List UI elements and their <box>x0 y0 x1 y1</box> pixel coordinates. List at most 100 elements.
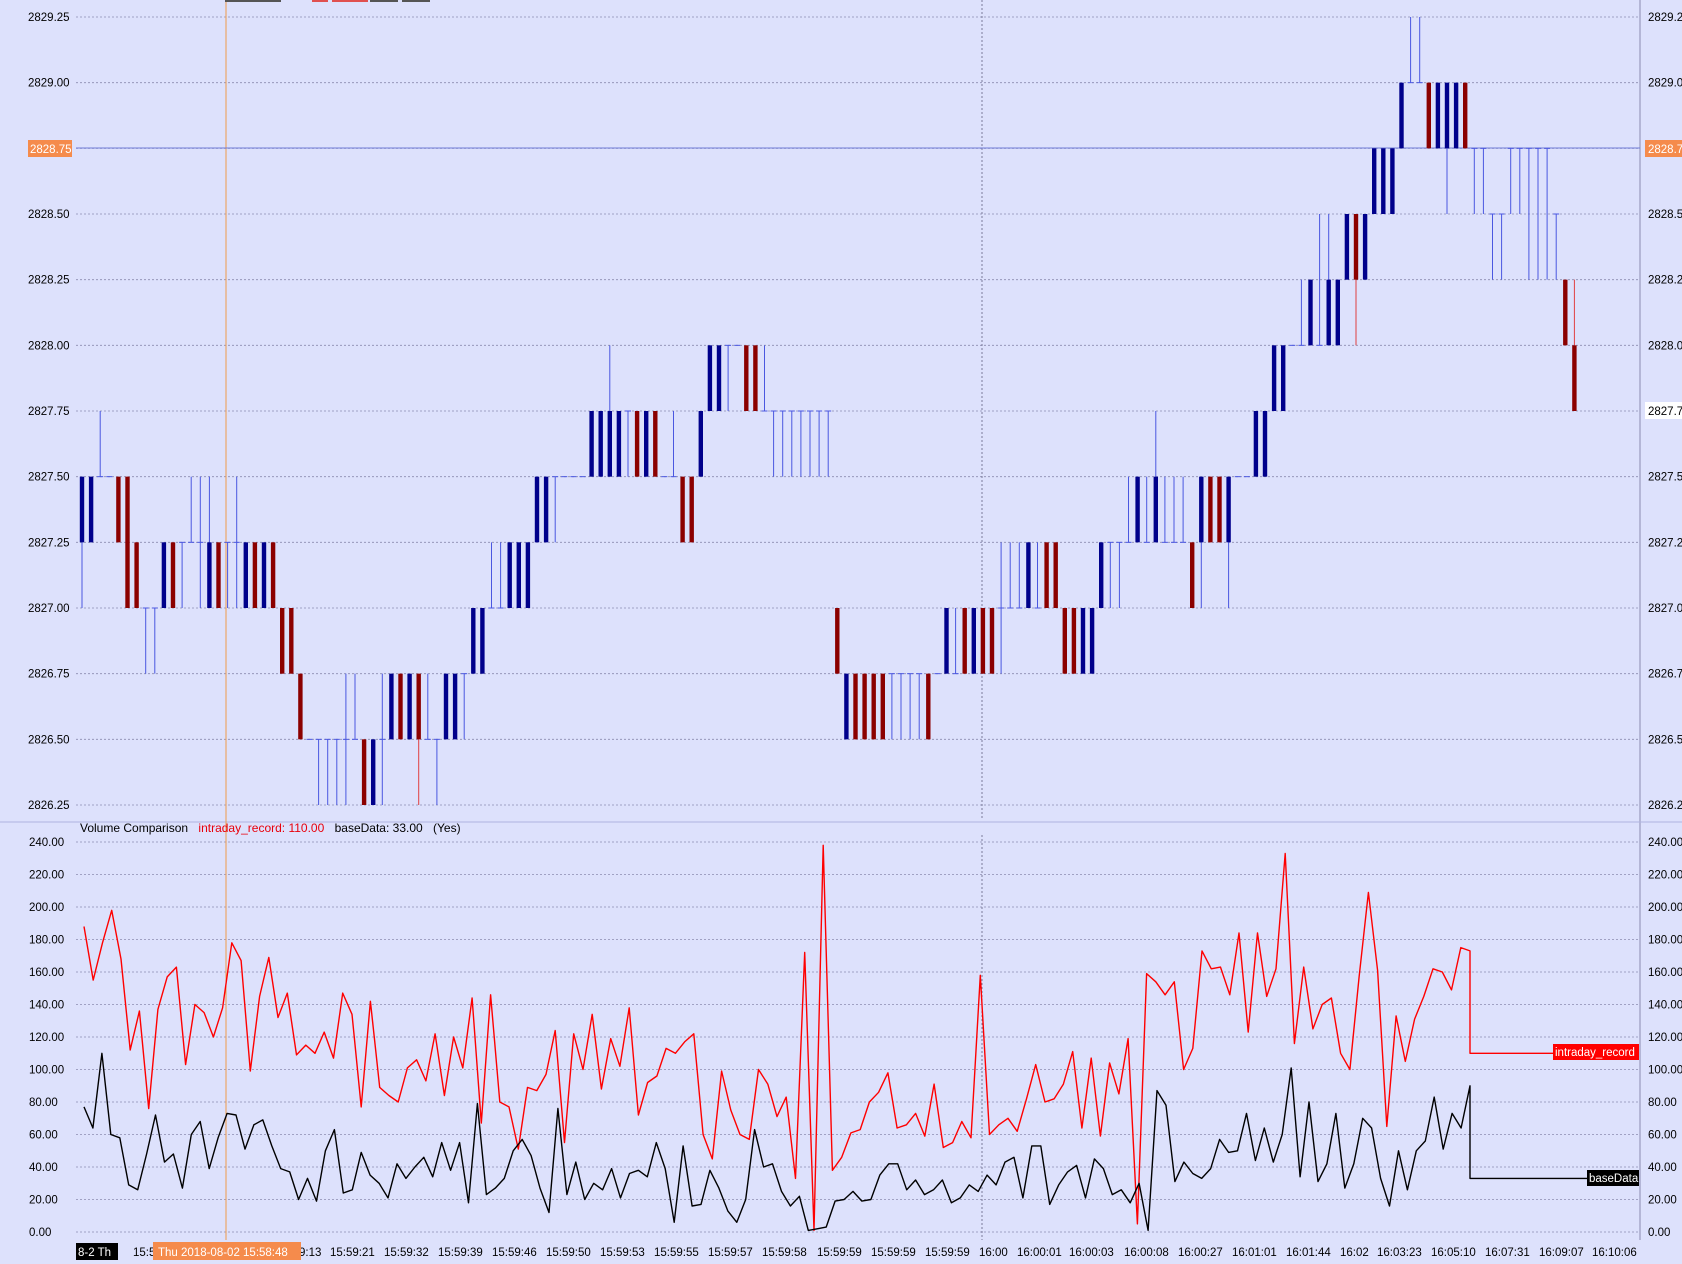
price-bar-body <box>1344 214 1350 280</box>
price-bar-body <box>926 673 931 740</box>
price-bar-body <box>1453 82 1459 149</box>
x-axis-tick-label: 16:01:44 <box>1286 1247 1331 1259</box>
volume-tick-right: 0.00 <box>1648 1227 1670 1239</box>
price-bar-body <box>361 739 367 805</box>
series-badge-base-label: baseData <box>1589 1173 1639 1185</box>
volume-lines <box>83 844 1590 1232</box>
price-bar-body <box>88 476 94 543</box>
price-bar-body <box>298 673 303 740</box>
price-bars <box>79 17 1577 805</box>
volume-tick-right: 120.00 <box>1648 1032 1682 1044</box>
x-axis-ticks: 15:59:21 15:59:32 15:59:39 15:59:46 15:59:50… <box>299 1247 1637 1259</box>
price-bar-body <box>1262 411 1268 477</box>
price-bar-body <box>416 673 421 740</box>
x-axis-tick-label: 16:00:01 <box>1017 1247 1062 1259</box>
price-bar-body <box>1071 608 1077 674</box>
price-tick-left: 2827.25 <box>28 537 70 549</box>
price-bar-body <box>1253 411 1259 477</box>
volume-tick-left: 100.00 <box>29 1065 64 1077</box>
price-tick-right: 2828.00 <box>1648 340 1682 352</box>
price-bar-body <box>680 476 685 543</box>
price-tick-left: 2826.50 <box>28 734 70 746</box>
price-bar-body <box>1099 542 1104 608</box>
price-bar-body <box>1353 214 1359 280</box>
series-badge-record-label: intraday_record <box>1555 1047 1635 1059</box>
price-bar-body <box>598 411 603 477</box>
volume-tick-right: 20.00 <box>1648 1195 1677 1207</box>
crosshair-time-label: Thu 2018-08-02 15:58:48 <box>158 1247 288 1259</box>
x-axis-tick-label: 15:59:55 <box>654 1247 699 1259</box>
price-tick-right: 2826.25 <box>1648 800 1682 812</box>
volume-tick-right: 100.00 <box>1648 1065 1682 1077</box>
toolbar-stub-2 <box>312 0 328 2</box>
current-price-label-right: 2828.75 <box>1648 144 1682 156</box>
x-axis-tick-label: 15:59:53 <box>600 1247 645 1259</box>
volume-tick-left: 20.00 <box>29 1195 58 1207</box>
price-bar-body <box>389 673 394 740</box>
price-bar-body <box>634 411 640 477</box>
price-bar-body <box>79 476 85 543</box>
volume-tick-left: 0.00 <box>29 1227 51 1239</box>
last-price-badge <box>1645 402 1682 419</box>
price-bar-body <box>398 673 403 740</box>
price-bar-body <box>844 673 849 740</box>
volume-tick-right: 140.00 <box>1648 1000 1682 1012</box>
price-bar-body <box>252 542 258 608</box>
price-bar-body <box>644 411 649 477</box>
price-bar-body <box>480 608 485 674</box>
x-axis-tick-label: 16:09:07 <box>1539 1247 1584 1259</box>
volume-tick-left: 80.00 <box>29 1097 58 1109</box>
price-bar-body <box>125 476 130 608</box>
toolbar-stub-1 <box>225 0 281 2</box>
price-bar-body <box>270 542 276 608</box>
price-tick-left: 2827.75 <box>28 406 70 418</box>
price-bar-body <box>443 673 449 740</box>
volume-legend-base: baseData: 33.00 <box>334 821 423 835</box>
price-bar-body <box>853 673 858 740</box>
last-price-label: 2827.75 <box>1648 406 1682 418</box>
price-bar-body <box>1372 148 1377 214</box>
price-bar-body <box>589 411 594 477</box>
price-bar-body <box>516 542 521 608</box>
price-bar-body <box>1271 345 1277 411</box>
volume-tick-right: 220.00 <box>1648 870 1682 882</box>
price-tick-right: 2829.25 <box>1648 12 1682 24</box>
price-tick-left: 2829.25 <box>28 12 70 24</box>
x-axis-tick-label: 15:59:21 <box>330 1247 375 1259</box>
price-tick-left: 2828.00 <box>28 340 70 352</box>
current-price-badge-left <box>28 140 72 157</box>
price-bar-body <box>1572 345 1577 411</box>
price-bar-body <box>1190 542 1195 608</box>
price-bar-body <box>116 476 121 543</box>
price-tick-left: 2829.00 <box>28 78 70 90</box>
price-bar-body <box>1381 148 1386 214</box>
volume-tick-left: 220.00 <box>29 870 64 882</box>
price-tick-right: 2829.00 <box>1648 78 1682 90</box>
volume-legend-flag: (Yes) <box>433 821 461 835</box>
toolbar-stub-4 <box>370 0 398 2</box>
price-tick-left: 2827.00 <box>28 603 70 615</box>
volume-tick-left: 200.00 <box>29 902 64 914</box>
price-bar-body <box>1080 608 1086 674</box>
price-bar-body <box>653 411 658 477</box>
price-bar-body <box>1390 148 1395 214</box>
price-bar-body <box>689 476 694 543</box>
volume-tick-left: 40.00 <box>29 1162 58 1174</box>
x-axis-tick-label: 15:59:32 <box>384 1247 429 1259</box>
price-bar-body <box>1362 214 1368 280</box>
crosshair-time-badge <box>153 1242 301 1260</box>
price-tick-right: 2826.75 <box>1648 669 1682 681</box>
current-price-label-left: 2828.75 <box>30 144 72 156</box>
price-tick-left: 2826.75 <box>28 669 70 681</box>
volume-tick-right: 200.00 <box>1648 902 1682 914</box>
price-tick-left: 2828.25 <box>28 275 70 287</box>
price-bar-body <box>1463 82 1468 149</box>
price-bar-body <box>207 542 212 608</box>
price-bar-body <box>280 608 285 674</box>
price-bar-body <box>1563 279 1568 346</box>
volume-tick-left: 180.00 <box>29 935 64 947</box>
volume-tick-left: 60.00 <box>29 1130 58 1142</box>
price-bar-body <box>1053 542 1058 608</box>
series-badge-base <box>1587 1170 1639 1186</box>
